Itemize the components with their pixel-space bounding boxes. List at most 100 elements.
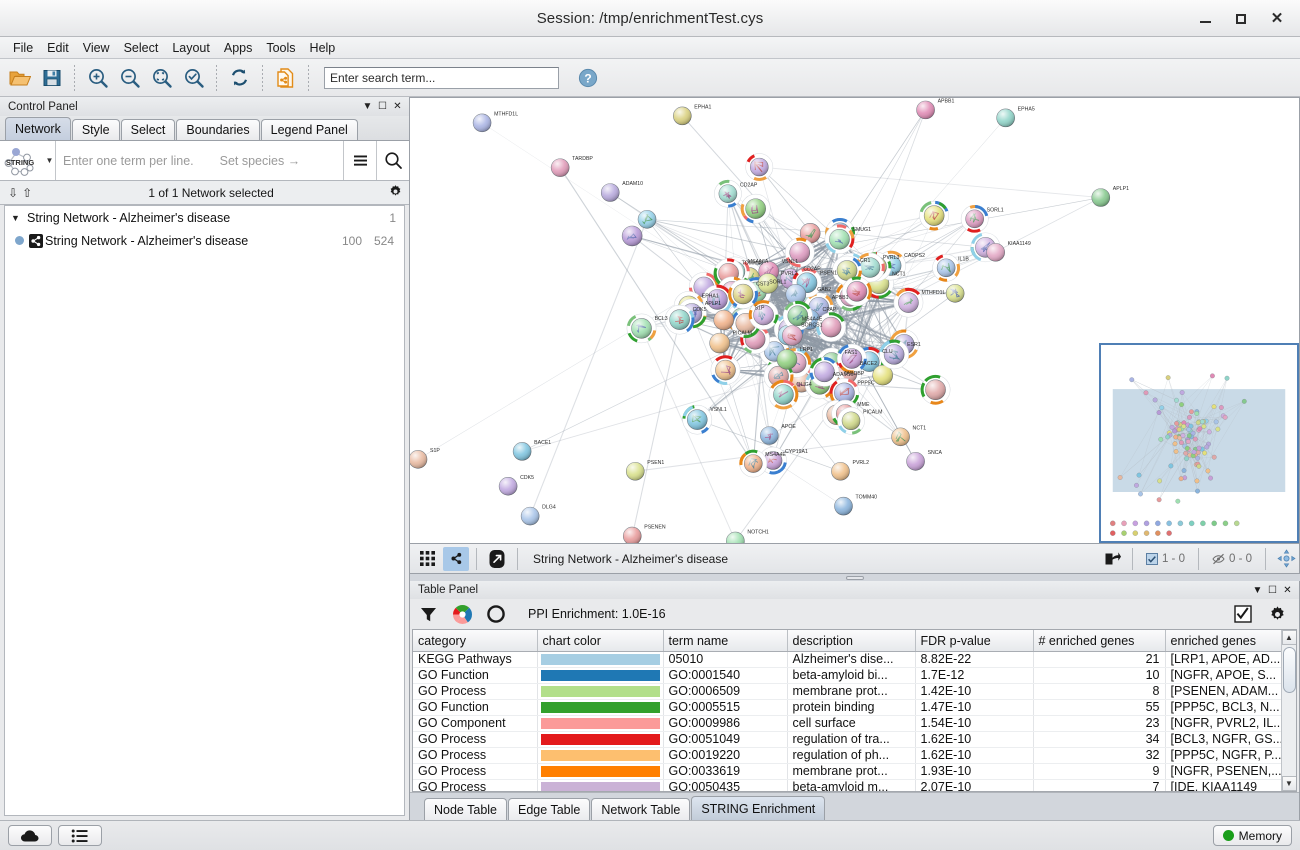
scrollbar-thumb[interactable]	[1282, 647, 1296, 694]
network-node[interactable]	[759, 446, 787, 475]
menu-layout[interactable]: Layout	[172, 40, 210, 55]
network-settings-gear-icon[interactable]	[388, 184, 403, 202]
col-enriched-count[interactable]: # enriched genes	[1033, 630, 1166, 652]
funnel-filter-icon[interactable]	[416, 602, 440, 626]
maximize-button[interactable]	[1224, 4, 1258, 34]
table-row[interactable]: GO Function GO:0001540 beta-amyloid bi... 1…	[413, 667, 1281, 684]
network-node[interactable]	[740, 193, 771, 224]
network-node[interactable]	[714, 179, 742, 208]
network-node[interactable]	[916, 100, 935, 120]
network-node[interactable]	[829, 378, 860, 408]
scroll-up-arrow-icon[interactable]: ▲	[1281, 630, 1296, 646]
network-graph[interactable]: VSNL1 GAB2 FAS1 CLU NCT1 SORL1 CD2AP PICALM MS4A…	[410, 98, 1299, 543]
network-node[interactable]	[728, 279, 758, 309]
network-node[interactable]	[739, 449, 768, 478]
network-overview-inset[interactable]	[1099, 343, 1299, 543]
network-node[interactable]	[891, 427, 910, 447]
tree-collapse-arrow-icon[interactable]: ▼	[11, 212, 20, 223]
zoom-selected-button[interactable]	[146, 62, 177, 93]
network-node[interactable]	[621, 225, 643, 247]
memory-status-button[interactable]: Memory	[1212, 825, 1292, 846]
network-node[interactable]	[782, 325, 803, 346]
network-node[interactable]	[784, 237, 815, 268]
donut-ring-icon[interactable]	[484, 602, 508, 626]
tab-string-enrichment[interactable]: STRING Enrichment	[691, 796, 826, 820]
fit-selected-button[interactable]	[178, 62, 209, 93]
control-panel-dropdown-icon[interactable]: ▼	[362, 101, 373, 112]
network-node[interactable]	[745, 153, 774, 181]
enrichment-table[interactable]: category chart color term name descripti…	[413, 630, 1281, 791]
menu-apps[interactable]: Apps	[223, 40, 253, 55]
table-vertical-scrollbar[interactable]: ▲ ▼	[1281, 630, 1296, 791]
network-node[interactable]	[855, 252, 885, 283]
network-node[interactable]	[986, 243, 1005, 262]
network-node[interactable]	[906, 452, 925, 471]
col-term-name[interactable]: term name	[663, 630, 788, 652]
network-node[interactable]	[842, 276, 872, 307]
col-category[interactable]: category	[413, 630, 538, 652]
zoom-in-button[interactable]	[82, 62, 113, 93]
launch-arrow-icon[interactable]	[484, 547, 510, 571]
open-session-button[interactable]	[4, 62, 35, 93]
string-species-link[interactable]: Set species →	[219, 153, 301, 168]
network-node[interactable]	[410, 450, 428, 469]
string-logo-icon[interactable]: STRING	[0, 141, 44, 180]
network-node[interactable]	[919, 200, 950, 231]
network-node[interactable]	[498, 477, 518, 496]
table-row[interactable]: GO Process GO:0050435 beta-amyloid m... 2.0…	[413, 779, 1281, 791]
table-panel-dropdown-icon[interactable]: ▼	[1252, 584, 1263, 596]
table-panel-float-icon[interactable]: ☐	[1268, 584, 1277, 596]
table-row[interactable]: GO Process GO:0006509 membrane prot... 1.42…	[413, 683, 1281, 700]
tab-node-table[interactable]: Node Table	[424, 798, 508, 820]
network-node[interactable]	[637, 210, 657, 229]
network-node[interactable]	[785, 284, 807, 305]
network-node[interactable]	[996, 108, 1015, 128]
network-node[interactable]	[626, 313, 657, 344]
tab-network-table[interactable]: Network Table	[591, 798, 691, 820]
export-network-button[interactable]	[270, 62, 301, 93]
tasks-button[interactable]	[58, 825, 102, 846]
network-node[interactable]	[726, 531, 745, 543]
menu-select[interactable]: Select	[123, 40, 159, 55]
network-node[interactable]	[748, 300, 779, 330]
network-node[interactable]	[837, 343, 867, 374]
col-chart-color[interactable]: chart color	[537, 630, 664, 652]
table-panel-close-icon[interactable]: ✕	[1283, 584, 1292, 596]
menu-view[interactable]: View	[82, 40, 110, 55]
network-node[interactable]	[512, 442, 532, 461]
network-node[interactable]	[622, 526, 642, 543]
grid-view-icon[interactable]	[414, 547, 440, 571]
network-node[interactable]	[960, 205, 989, 233]
export-image-icon[interactable]	[1099, 547, 1125, 571]
network-canvas[interactable]: VSNL1 GAB2 FAS1 CLU NCT1 SORL1 CD2AP PICALM MS4A…	[410, 97, 1300, 544]
network-tree[interactable]: ▼ String Network - Alzheimer's disease 1	[4, 205, 405, 816]
network-share-view-icon[interactable]	[443, 546, 469, 571]
network-node[interactable]	[768, 379, 799, 410]
network-node[interactable]	[834, 496, 853, 516]
tab-select[interactable]: Select	[120, 119, 176, 140]
network-node[interactable]	[799, 223, 821, 244]
network-node[interactable]	[809, 357, 840, 387]
collapse-all-icon[interactable]: ⇩	[8, 185, 19, 200]
network-node[interactable]	[702, 284, 733, 315]
string-search-button[interactable]	[376, 141, 409, 180]
compass-icon[interactable]	[1273, 547, 1299, 571]
network-node[interactable]	[831, 462, 850, 481]
zoom-out-button[interactable]	[114, 62, 145, 93]
selected-nodes-indicator[interactable]: 1 - 0	[1140, 552, 1191, 565]
network-node[interactable]	[832, 255, 862, 286]
tab-legend-panel[interactable]: Legend Panel	[260, 119, 358, 140]
menu-tools[interactable]: Tools	[266, 40, 296, 55]
tab-style[interactable]: Style	[71, 119, 120, 140]
expand-all-icon[interactable]: ⇧	[22, 185, 33, 200]
select-all-checkbox-icon[interactable]	[1231, 602, 1255, 626]
network-node[interactable]	[945, 284, 965, 303]
table-row[interactable]: GO Process GO:0051049 regulation of tra...…	[413, 731, 1281, 748]
enrichment-table-area[interactable]: category chart color term name descripti…	[412, 629, 1297, 792]
network-node[interactable]	[710, 355, 741, 385]
panel-splitter[interactable]	[410, 574, 1300, 581]
minimize-button[interactable]	[1188, 4, 1222, 34]
network-node[interactable]	[713, 309, 735, 331]
control-panel-float-icon[interactable]: ☐	[378, 101, 387, 112]
network-node[interactable]	[760, 426, 779, 445]
